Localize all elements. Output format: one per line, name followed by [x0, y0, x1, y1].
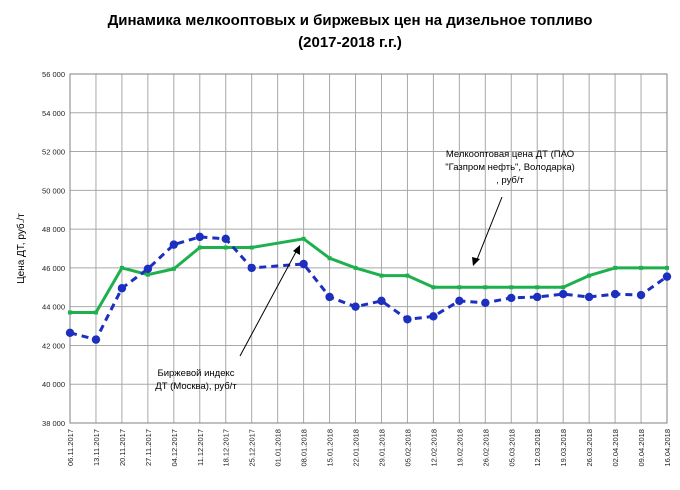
data-point-exchange — [247, 263, 256, 273]
y-tick-label: 44 000 — [42, 303, 65, 312]
data-point-exchange — [169, 240, 179, 249]
data-point-wholesale — [379, 273, 384, 278]
data-point-exchange — [299, 259, 308, 269]
x-tick-label: 26.02.2018 — [481, 429, 490, 467]
data-point-wholesale — [327, 256, 332, 261]
annotation-wholesale-arrow — [475, 196, 503, 263]
x-tick-label: 27.11.2017 — [144, 429, 153, 466]
data-point-exchange — [403, 315, 412, 324]
x-tick-label: 05.03.2018 — [507, 429, 516, 467]
plot-frame — [69, 73, 668, 424]
annotation-exchange-arrowhead — [293, 245, 300, 255]
data-point-wholesale — [639, 265, 644, 270]
data-point-exchange — [584, 292, 594, 302]
data-point-wholesale — [561, 285, 566, 290]
data-point-wholesale — [223, 245, 228, 250]
y-tick-label: 48 000 — [42, 225, 65, 234]
data-point-wholesale — [93, 310, 98, 315]
data-point-exchange — [91, 335, 101, 344]
data-point-exchange — [507, 293, 516, 303]
data-point-exchange — [325, 292, 334, 302]
data-point-exchange — [195, 232, 204, 242]
data-point-wholesale — [353, 265, 358, 270]
x-tick-label: 06.11.2017 — [66, 429, 75, 466]
series-line-exchange — [69, 235, 668, 342]
annotation-exchange-arrow — [239, 249, 298, 357]
y-tick-label: 38 000 — [42, 419, 65, 428]
x-tick-label: 25.12.2017 — [248, 429, 257, 467]
data-point-exchange — [351, 302, 360, 311]
data-point-wholesale — [171, 266, 176, 271]
x-tick-label: 09.04.2018 — [637, 429, 646, 467]
data-point-exchange — [429, 312, 438, 321]
x-tick-label: 13.11.2017 — [92, 429, 101, 466]
data-point-wholesale — [119, 265, 124, 270]
data-point-wholesale — [145, 272, 150, 277]
data-point-wholesale — [483, 285, 488, 290]
x-tick-label: 29.01.2018 — [377, 429, 386, 467]
annotation-exchange-text: Биржевой индекс — [157, 368, 234, 379]
x-tick-label: 19.03.2018 — [559, 429, 568, 467]
x-tick-label: 15.01.2018 — [326, 429, 335, 467]
annotation-wholesale-arrowhead — [472, 257, 480, 266]
annotation-wholesale-text: "Газпром нефть", Володарка) — [445, 162, 575, 173]
data-point-wholesale — [509, 285, 514, 290]
data-point-exchange — [558, 289, 568, 299]
data-point-exchange — [662, 272, 672, 281]
data-point-wholesale — [613, 265, 618, 270]
x-tick-label: 18.12.2017 — [222, 429, 231, 467]
y-tick-label: 46 000 — [42, 264, 65, 273]
x-tick-label: 01.01.2018 — [274, 429, 283, 467]
x-tick-label: 19.02.2018 — [455, 429, 464, 467]
data-point-exchange — [455, 296, 464, 306]
y-tick-label: 56 000 — [42, 70, 65, 79]
x-tick-label: 20.11.2017 — [118, 429, 127, 466]
y-tick-label: 54 000 — [42, 109, 65, 118]
x-tick-label: 22.01.2018 — [352, 429, 361, 467]
x-tick-label: 02.04.2018 — [611, 429, 620, 467]
y-tick-label: 42 000 — [42, 341, 65, 350]
y-tick-label: 50 000 — [42, 186, 65, 195]
data-point-wholesale — [301, 236, 306, 241]
x-tick-label: 11.12.2017 — [196, 429, 205, 466]
y-axis-label: Цена ДТ, руб./т — [15, 213, 27, 284]
data-point-wholesale — [665, 265, 669, 270]
data-point-exchange — [65, 328, 75, 338]
chart-title-block: Динамика мелкооптовых и биржевых цен на … — [40, 10, 660, 54]
y-tick-label: 52 000 — [42, 148, 65, 157]
data-point-wholesale — [535, 285, 540, 290]
x-tick-label: 05.02.2018 — [403, 429, 412, 467]
data-point-wholesale — [249, 245, 254, 250]
y-tick-label: 40 000 — [42, 380, 65, 389]
data-point-wholesale — [197, 245, 202, 250]
annotation-exchange-text: ДТ (Москва), руб/т — [155, 381, 237, 392]
data-point-exchange — [636, 290, 646, 300]
x-tick-label: 12.02.2018 — [429, 429, 438, 467]
data-point-exchange — [117, 284, 127, 293]
series-line-wholesale — [70, 237, 667, 314]
data-point-wholesale — [587, 273, 592, 278]
data-point-wholesale — [457, 285, 462, 290]
x-tick-label: 04.12.2017 — [170, 429, 179, 467]
x-tick-label: 16.04.2018 — [663, 429, 672, 467]
chart-subtitle: (2017-2018 г.г.) — [298, 34, 402, 51]
data-point-exchange — [377, 296, 386, 306]
x-tick-label: 12.03.2018 — [533, 429, 542, 467]
annotation-wholesale-text: Мелкооптовая цена ДТ (ПАО — [446, 149, 574, 160]
data-point-exchange — [143, 264, 153, 274]
chart-title: Динамика мелкооптовых и биржевых цен на … — [107, 12, 593, 29]
data-point-wholesale — [68, 310, 72, 315]
data-point-exchange — [221, 234, 230, 244]
data-point-wholesale — [405, 273, 410, 278]
x-tick-label: 08.01.2018 — [300, 429, 309, 467]
data-point-exchange — [481, 298, 490, 307]
data-point-exchange — [610, 289, 620, 299]
data-point-wholesale — [431, 285, 436, 290]
annotation-wholesale-text: , руб/т — [496, 175, 524, 186]
x-tick-label: 26.03.2018 — [585, 429, 594, 467]
data-point-exchange — [533, 292, 542, 302]
